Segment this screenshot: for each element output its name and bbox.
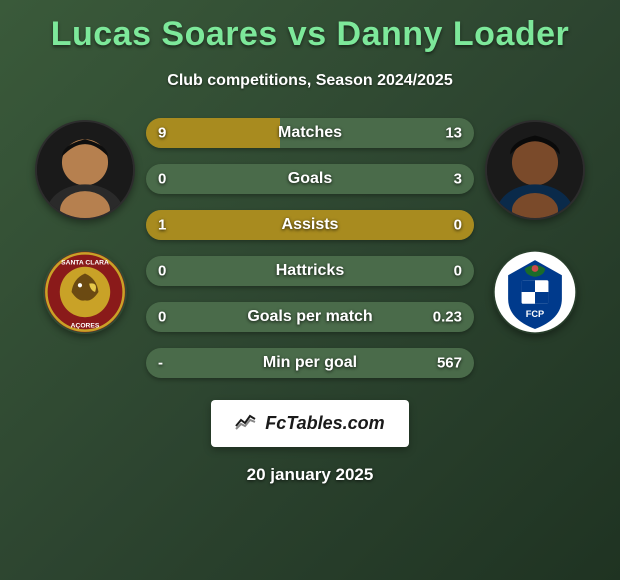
player-left-crest: SANTA CLARA AÇORES [43, 250, 127, 334]
bar-track [146, 302, 474, 332]
comparison-card: Lucas Soares vs Danny Loader Club compet… [0, 0, 620, 580]
footer-brand-card: FcTables.com [211, 400, 408, 447]
chart-icon [235, 412, 257, 435]
player-left-avatar [35, 120, 135, 220]
stat-row: 00Hattricks [146, 256, 474, 286]
svg-text:FCP: FCP [526, 309, 544, 319]
player-right-avatar [485, 120, 585, 220]
comparison-body: SANTA CLARA AÇORES 913Matches 03Goals 10As… [0, 118, 620, 378]
stat-row: 10Assists [146, 210, 474, 240]
stat-row: 00.23Goals per match [146, 302, 474, 332]
bar-fill-left [146, 210, 474, 240]
stat-row: 03Goals [146, 164, 474, 194]
stats-bars: 913Matches 03Goals 10Assists 00Hattricks 00.… [140, 118, 480, 378]
stat-row: -567Min per goal [146, 348, 474, 378]
left-side: SANTA CLARA AÇORES [30, 118, 140, 334]
subtitle: Club competitions, Season 2024/2025 [167, 72, 452, 90]
page-title: Lucas Soares vs Danny Loader [51, 15, 570, 54]
bar-track [146, 256, 474, 286]
right-side: FCP [480, 118, 590, 334]
footer-brand-text: FcTables.com [265, 413, 384, 434]
stat-row: 913Matches [146, 118, 474, 148]
bar-fill-left [146, 118, 280, 148]
bar-track [146, 348, 474, 378]
player-right-crest: FCP [493, 250, 577, 334]
date-text: 20 january 2025 [247, 465, 374, 485]
bar-track [146, 164, 474, 194]
svg-text:SANTA CLARA: SANTA CLARA [61, 259, 109, 266]
svg-text:AÇORES: AÇORES [71, 322, 100, 329]
